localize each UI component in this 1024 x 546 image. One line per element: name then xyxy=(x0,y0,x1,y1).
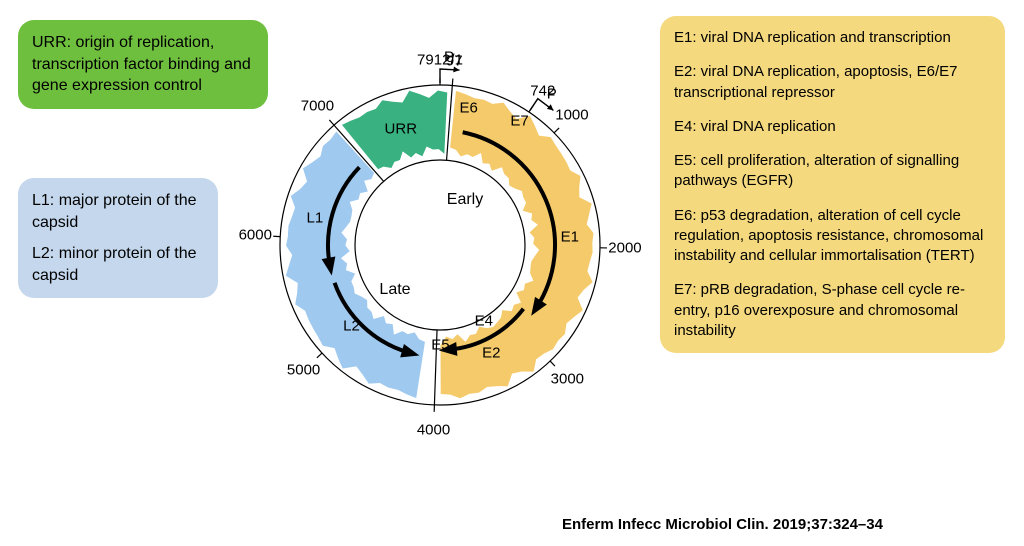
tick-mark xyxy=(317,353,322,358)
region-label-e6: E6 xyxy=(460,99,478,116)
urr-description-text: URR: origin of replication, transcriptio… xyxy=(32,34,251,94)
tick-label: 3000 xyxy=(551,371,584,388)
e5-description-text: E5: cell proliferation, alteration of si… xyxy=(674,152,959,189)
region-label-e4: E4 xyxy=(475,313,493,330)
region-label-e2: E2 xyxy=(482,345,500,362)
tick-mark xyxy=(329,120,334,125)
tick-label: 6000 xyxy=(239,227,272,244)
e6-description-text: E6: p53 degradation, alteration of cell … xyxy=(674,207,983,265)
region-label-l2: L2 xyxy=(343,318,360,335)
region-label-e5: E5 xyxy=(431,336,449,353)
l1-description-text: L1: major protein of the capsid xyxy=(32,192,197,231)
inner-ring xyxy=(355,160,525,330)
urr-description-box: URR: origin of replication, transcriptio… xyxy=(18,20,268,109)
e4-description-text: E4: viral DNA replication xyxy=(674,118,836,135)
e1-description-text: E1: viral DNA replication and transcript… xyxy=(674,29,951,46)
tick-label: 5000 xyxy=(287,361,320,378)
tick-mark xyxy=(554,128,559,133)
early-genes-box: E1: viral DNA replication and transcript… xyxy=(660,16,1005,353)
late-label-text: Late xyxy=(379,281,410,298)
citation-value: Enferm Infecc Microbiol Clin. 2019;37:32… xyxy=(562,516,883,533)
tick-label: 2000 xyxy=(608,240,641,257)
sector-divider xyxy=(447,85,453,160)
early-label: Early xyxy=(447,191,483,209)
e7-description-text: E7: pRB degradation, S-phase cell cycle … xyxy=(674,281,965,339)
promoter-label: P xyxy=(444,49,454,66)
promoter-label: P xyxy=(547,85,557,102)
tick-mark xyxy=(550,361,555,366)
tick-mark xyxy=(452,78,453,85)
region-label-e1: E1 xyxy=(561,228,579,245)
citation-text: Enferm Infecc Microbiol Clin. 2019;37:32… xyxy=(562,516,883,533)
e2-description-text: E2: viral DNA replication, apoptosis, E6… xyxy=(674,63,957,100)
promoter-arrowhead xyxy=(547,104,554,110)
late-genes-box: L1: major protein of the capsid L2: mino… xyxy=(18,178,218,298)
region-label-l1: L1 xyxy=(307,210,324,227)
region-label-e7: E7 xyxy=(510,113,528,130)
tick-label: 4000 xyxy=(417,421,450,438)
tick-label: 7000 xyxy=(301,98,334,115)
late-label: Late xyxy=(379,281,410,299)
l2-description-text: L2: minor protein of the capsid xyxy=(32,245,197,284)
genome-map-svg xyxy=(240,30,660,470)
region-label-urr: URR xyxy=(385,121,418,138)
early-label-text: Early xyxy=(447,191,483,208)
tick-label: 1000 xyxy=(555,107,588,124)
